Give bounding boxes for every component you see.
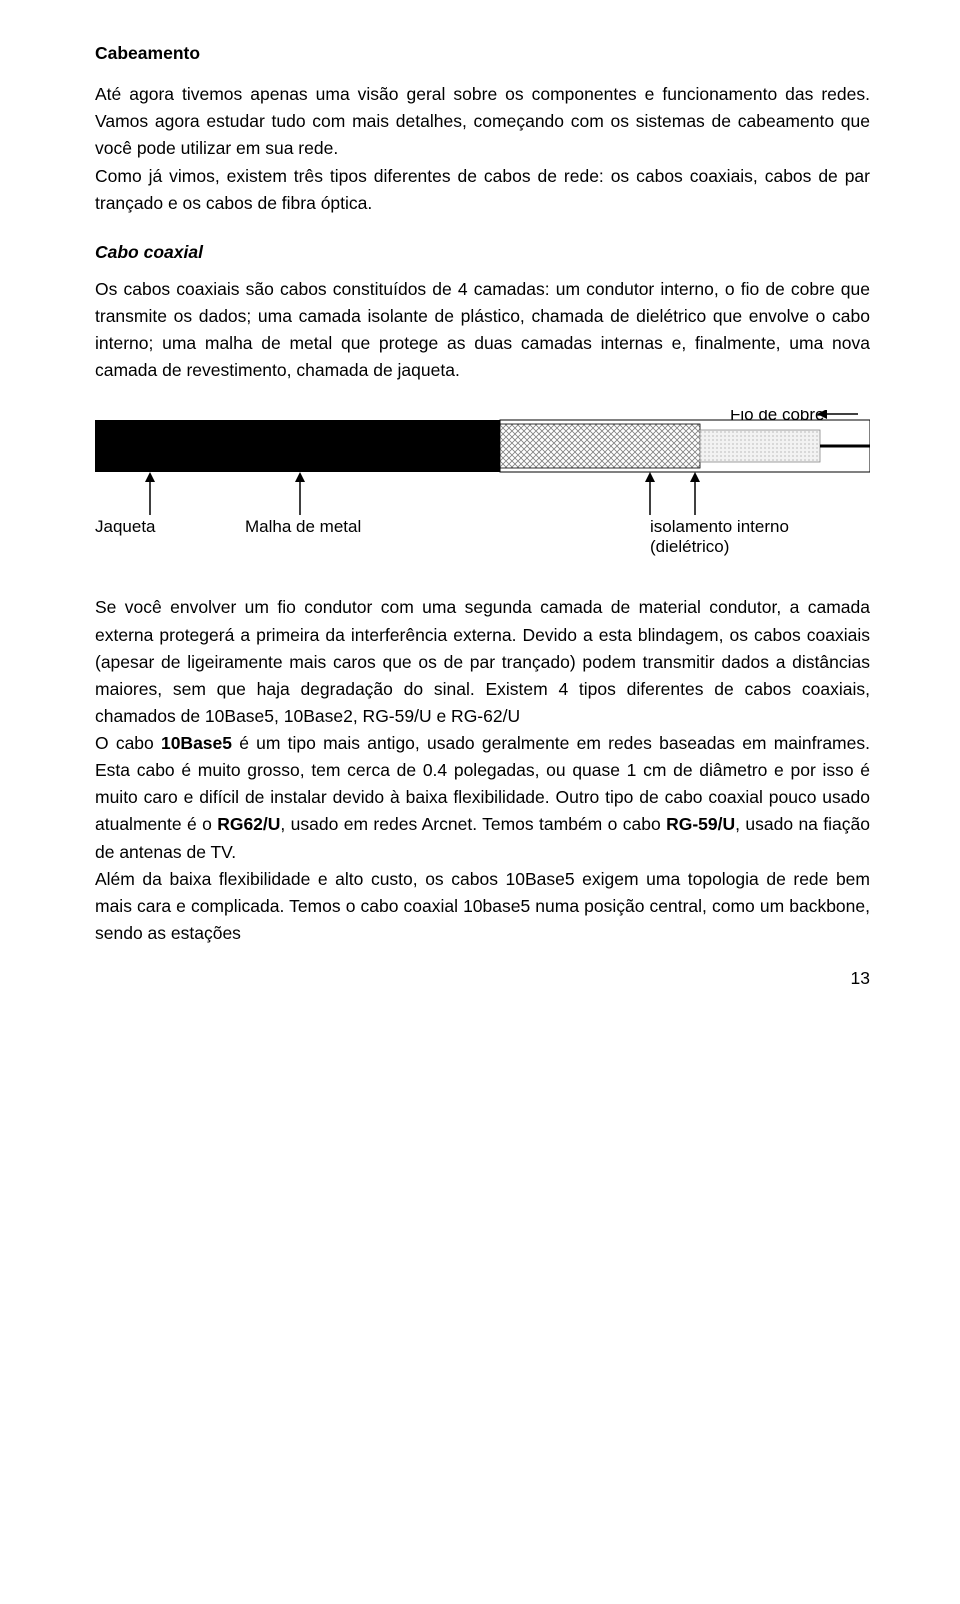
diagram-label-malha: Malha de metal <box>245 517 361 536</box>
text-run: O cabo <box>95 733 161 753</box>
section-title-cabo-coaxial: Cabo coaxial <box>95 239 870 266</box>
paragraph: Como já vimos, existem três tipos difere… <box>95 163 870 217</box>
bold-rg59u: RG-59/U <box>666 814 735 834</box>
diagram-label-fio: Fio de cobre <box>730 410 825 424</box>
paragraph: Até agora tivemos apenas uma visão geral… <box>95 81 870 162</box>
paragraph: Além da baixa flexibilidade e alto custo… <box>95 866 870 947</box>
diagram-label-jaqueta: Jaqueta <box>95 517 156 536</box>
diagram-label-iso1: isolamento interno <box>650 517 789 536</box>
bold-rg62u: RG62/U <box>217 814 280 834</box>
section-title-cabeamento: Cabeamento <box>95 40 870 67</box>
bold-10base5: 10Base5 <box>161 733 232 753</box>
paragraph: Os cabos coaxiais são cabos constituídos… <box>95 276 870 385</box>
page-number: 13 <box>95 965 870 992</box>
paragraph: O cabo 10Base5 é um tipo mais antigo, us… <box>95 730 870 866</box>
coaxial-cable-diagram: Jaqueta Malha de metal Fio de cobre isol… <box>95 410 870 560</box>
diagram-label-iso2: (dielétrico) <box>650 537 729 556</box>
paragraph: Se você envolver um fio condutor com uma… <box>95 594 870 730</box>
text-run: , usado em redes Arcnet. Temos também o … <box>280 814 666 834</box>
